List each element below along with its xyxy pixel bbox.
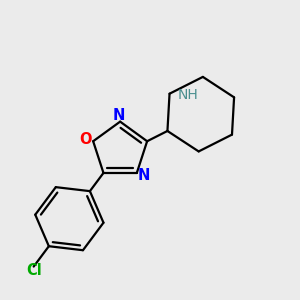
Text: N: N [137, 168, 150, 183]
Text: Cl: Cl [26, 262, 42, 278]
Text: N: N [112, 108, 125, 123]
Text: O: O [80, 132, 92, 147]
Text: NH: NH [178, 88, 199, 102]
